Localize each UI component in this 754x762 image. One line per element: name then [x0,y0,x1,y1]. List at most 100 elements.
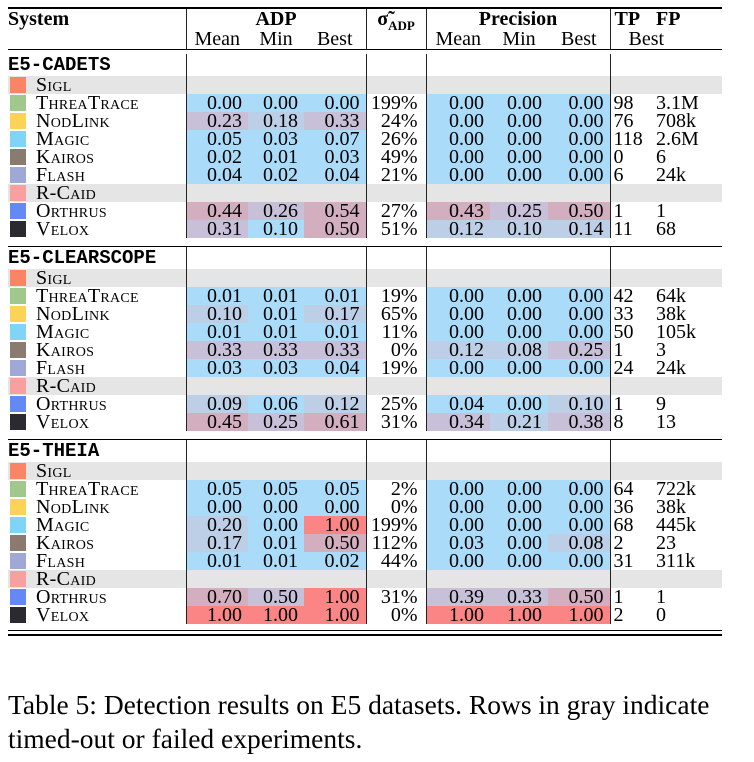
precision-min-cell: 0.00 [490,551,549,571]
table-row: NodLink 0.00 0.00 0.00 0% 0.00 0.00 0.00 36 38k [8,496,722,518]
precision-mean-cell: 0.00 [425,111,491,131]
table-row: Magic 0.01 0.01 0.01 11% 0.00 0.00 0.00 50 105k [8,321,722,343]
empty-cell [425,570,611,588]
empty-cell [365,462,427,480]
fp-cell: 23 [656,532,677,554]
adp-min-cell: 0.03 [248,358,304,378]
fp-cell: 105k [656,321,697,343]
header-adp-mean: Mean [185,29,248,50]
blank-cell [185,439,367,462]
adp-best-cell: 0.17 [304,304,367,324]
blank-cell [185,54,367,76]
blank-cell [425,246,611,269]
fp-cell: 708k [656,110,697,132]
system-cell: Orthrus [8,587,186,607]
fp-cell: 3.1M [656,92,699,114]
tp-cell: 64 [609,479,651,499]
system-name: Sigl [36,460,72,482]
system-cell: NodLink [8,111,186,131]
bottom-rule-1 [8,630,722,631]
fp-cell: 311k [656,550,696,572]
tp-cell: 6 [609,165,651,185]
system-label: NodLink [8,111,186,131]
system-label: R-Caid [8,183,186,203]
header-tpfp-best: Best [609,29,723,50]
header-adp-min: Min [259,28,293,50]
sigma-cell: 21% [365,165,427,185]
sigma-cell: 2% [365,479,427,499]
precision-min-cell: 0.00 [490,129,549,149]
table-row: Flash 0.04 0.02 0.04 21% 0.00 0.00 0.00 6 24k [8,165,722,185]
empty-cell [185,570,367,588]
empty-cell [185,76,367,94]
system-cell: R-Caid [8,569,186,589]
tp-cell: 98 [609,93,651,113]
table-row: ThreaTrace 0.00 0.00 0.00 199% 0.00 0.00 0.00 98… [8,92,722,114]
header-adp-best: Best [316,28,353,50]
precision-mean-cell: 0.04 [425,394,491,414]
adp-best-cell: 0.00 [304,93,367,113]
adp-min-cell: 0.01 [248,304,304,324]
system-name: Magic [36,514,90,536]
adp-mean-cell: 0.05 [185,129,248,149]
precision-best-cell: 0.00 [548,93,611,113]
adp-best-cell: 1.00 [304,605,367,625]
color-swatch-icon [10,463,26,479]
adp-min-cell: 0.01 [248,551,304,571]
precision-mean-cell: 0.12 [425,219,491,239]
system-label: Kairos [8,533,186,553]
system-cell: R-Caid [8,376,186,396]
sigma-cell: 19% [365,358,427,378]
failed-row: R-Caid [8,376,723,396]
system-cell: Velox [8,218,186,240]
tp-cell: 1 [609,394,651,414]
adp-min-cell: 0.01 [248,286,304,306]
color-swatch-icon [10,571,26,587]
results-table-container: System ADP σ̃ADP Precision TP FP Mean Mi… [8,7,723,636]
precision-mean-cell: 0.00 [425,129,491,149]
adp-min-cell: 0.00 [248,497,304,517]
system-label: ThreaTrace [8,93,186,113]
precision-min-cell: 0.25 [490,201,549,221]
precision-min-cell: 0.00 [490,286,549,306]
tp-cell: 50 [609,322,651,342]
table-row: NodLink 0.23 0.18 0.33 24% 0.00 0.00 0.00 76 708k [8,110,722,132]
section-rule [8,49,723,54]
system-cell: Magic [8,322,186,342]
adp-mean-cell: 0.44 [185,201,248,221]
precision-best-cell: 0.10 [548,394,611,414]
system-name: Velox [36,218,90,240]
adp-min-cell: 0.18 [248,111,304,131]
empty-cell [365,570,427,588]
color-swatch-icon [10,499,26,515]
precision-min-cell: 1.00 [490,605,549,625]
failed-row: R-Caid [8,183,723,203]
color-swatch-icon [10,95,26,111]
tp-cell: 33 [609,304,651,324]
tp-cell: 1 [609,340,651,360]
adp-mean-cell: 0.20 [185,515,248,535]
sigma-cell: 65% [365,304,427,324]
precision-mean-cell: 0.12 [425,340,491,360]
adp-min-cell: 1.00 [248,605,304,625]
sigma-cell: 49% [365,147,427,167]
adp-best-cell: 0.00 [304,497,367,517]
adp-min-cell: 0.02 [248,165,304,185]
blank-cell [365,246,427,269]
precision-min-cell: 0.00 [490,93,549,113]
fp-cell: 38k [656,496,687,518]
fp-cell: 6 [656,146,667,168]
precision-min-cell: 0.00 [490,111,549,131]
adp-min-cell: 0.01 [248,147,304,167]
system-label: Magic [8,514,186,536]
system-label: Flash [8,551,186,571]
results-table: System ADP σ̃ADP Precision TP FP Mean Mi… [8,9,723,625]
adp-best-cell: 0.33 [304,340,367,360]
tp-cell: 8 [609,412,651,432]
color-swatch-icon [10,221,26,237]
table-row: Velox 1.00 1.00 1.00 0% 1.00 1.00 1.00 2 0 [8,605,722,625]
system-label: Sigl [8,460,186,482]
blank-cell [609,439,723,462]
precision-mean-cell: 0.00 [425,479,491,499]
color-swatch-icon [10,378,26,394]
